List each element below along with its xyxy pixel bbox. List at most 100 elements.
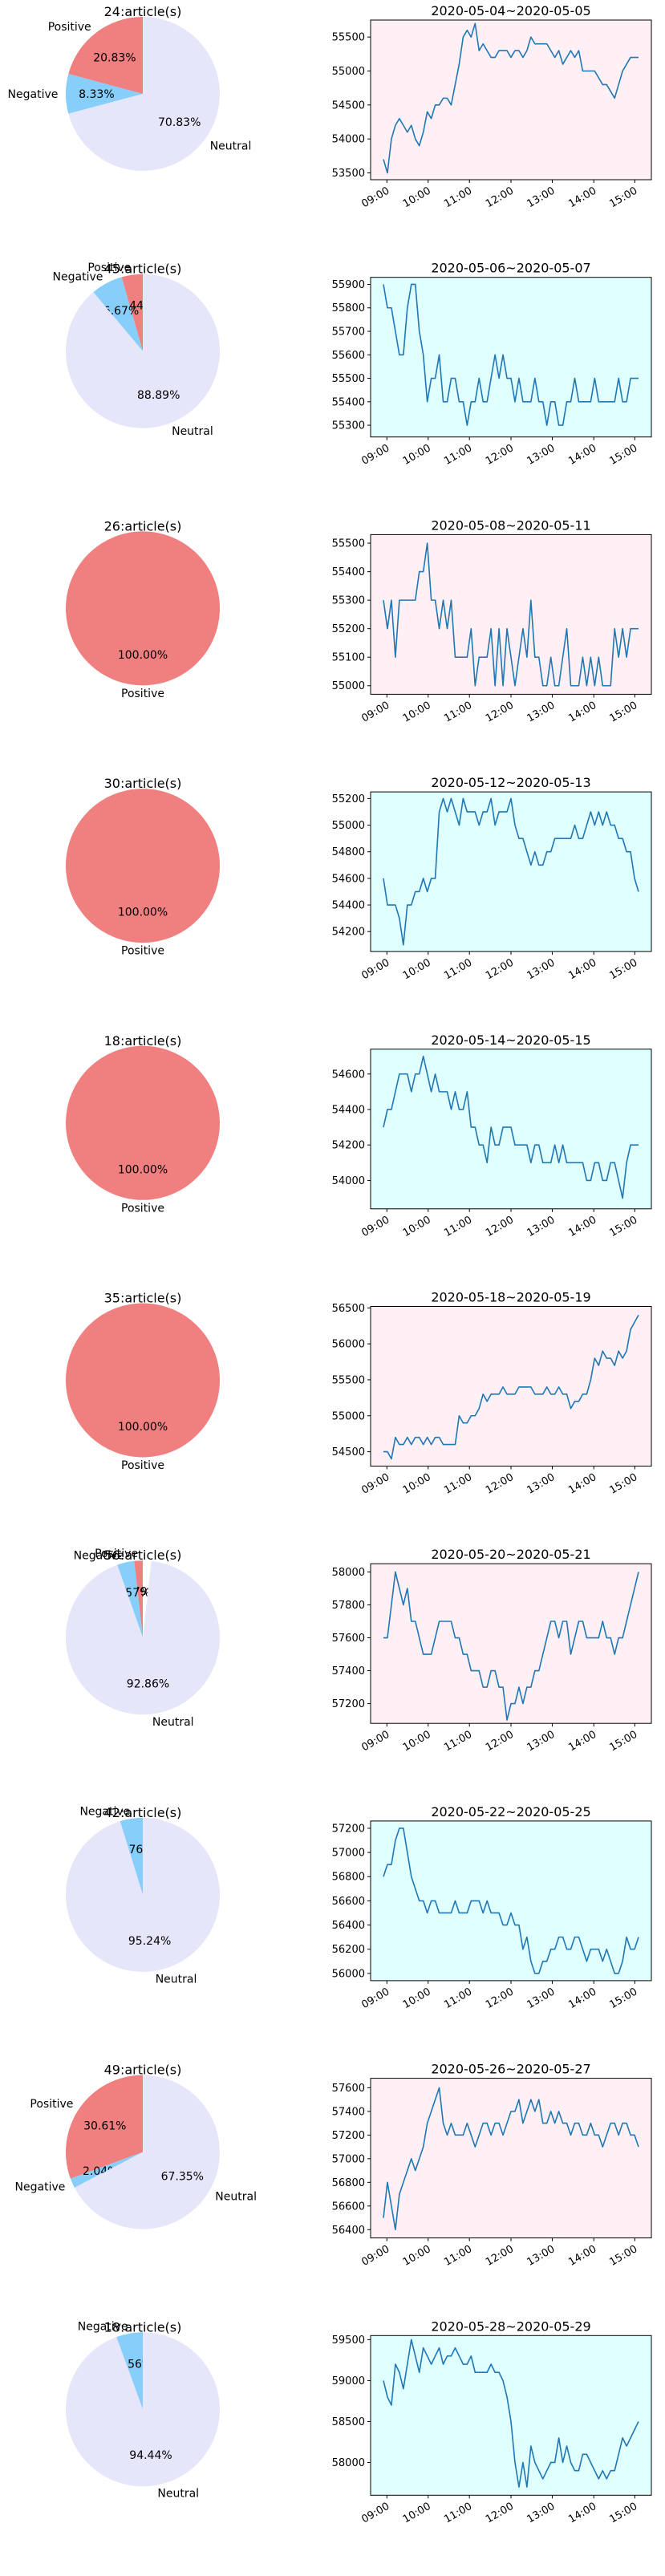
y-tick-label: 54200: [332, 927, 365, 939]
x-tick-label: 12:00: [484, 1471, 516, 1497]
y-tick-label: 55500: [332, 1374, 365, 1386]
y-tick-label: 53500: [332, 168, 365, 180]
y-tick-label: 55600: [332, 350, 365, 362]
pie-pct-label: 92.86%: [127, 1677, 169, 1690]
x-tick-label: 12:00: [484, 957, 516, 983]
y-tick-label: 55700: [332, 327, 365, 339]
price-series-line: [383, 1828, 639, 1974]
pie-chart: 56:article(s)1.79%Positive3.57%Negative9…: [65, 1548, 220, 1729]
y-tick-label: 57400: [332, 1665, 365, 1677]
pie-pct-label: 100.00%: [118, 649, 168, 662]
x-tick-label: 10:00: [401, 1986, 433, 2011]
pie-pct-label: 94.44%: [129, 2449, 172, 2462]
line-chart: 2020-05-14~2020-05-15 54000 54200 54400 5460…: [332, 1032, 652, 1239]
x-tick-label: 14:00: [566, 185, 598, 210]
pie-label-negative: Negative: [78, 2320, 128, 2333]
y-tick-label: 56400: [332, 1920, 365, 1932]
pie-title: 42:article(s): [104, 1805, 182, 1820]
line-title: 2020-05-14~2020-05-15: [431, 1032, 590, 1048]
x-tick-label: 09:00: [359, 2243, 391, 2269]
pie-chart: 26:article(s) 100.00% Positive: [66, 518, 220, 700]
price-series-line: [383, 22, 639, 174]
x-tick-label: 15:00: [607, 700, 639, 725]
x-tick-label: 11:00: [442, 1986, 474, 2011]
y-tick-label: 55200: [332, 623, 365, 635]
y-tick-label: 54500: [332, 1446, 365, 1458]
x-tick-label: 11:00: [442, 700, 474, 725]
x-tick-label: 09:00: [359, 2501, 391, 2526]
pie-label-neutral: Neutral: [156, 1973, 197, 1986]
pie-label-neutral: Neutral: [152, 1716, 194, 1729]
pie-pct-label: 8.33%: [79, 88, 114, 101]
x-tick-label: 13:00: [525, 700, 558, 725]
pie-title: 18:article(s): [104, 2319, 182, 2335]
x-tick-label: 13:00: [525, 442, 558, 468]
x-tick-label: 09:00: [359, 442, 391, 468]
y-tick-label: 56400: [332, 2225, 365, 2237]
y-tick-label: 58000: [332, 1567, 365, 1579]
pie-chart: 35:article(s) 100.00% Positive: [66, 1291, 220, 1472]
y-tick-label: 55500: [332, 32, 365, 44]
price-series-line: [383, 1314, 639, 1460]
x-tick-label: 10:00: [401, 1729, 433, 1755]
pie-label-positive: Positive: [121, 945, 164, 958]
line-chart: 2020-05-18~2020-05-19 54500 55000 55500 5600…: [332, 1290, 652, 1497]
y-tick-label: 56800: [332, 2177, 365, 2189]
pie-title: 26:article(s): [104, 518, 182, 533]
line-chart: 2020-05-20~2020-05-21 57200 57400 57600 5780…: [332, 1547, 652, 1755]
pie-title: 18:article(s): [104, 1033, 182, 1049]
plot-frame: [370, 1563, 652, 1724]
pie-slice-neutral: [74, 2075, 221, 2229]
y-tick-label: 54200: [332, 1140, 365, 1152]
pie-slice-negative: [120, 1817, 143, 1895]
pie-label-negative: Negative: [8, 88, 59, 101]
price-series-line: [383, 797, 639, 946]
y-tick-label: 55800: [332, 302, 365, 314]
x-tick-label: 12:00: [484, 1986, 516, 2011]
pie-pct-label: 100.00%: [118, 1163, 168, 1176]
pie-pct-label: 100.00%: [118, 907, 168, 919]
x-tick-label: 11:00: [442, 1729, 474, 1755]
x-tick-label: 13:00: [525, 2501, 558, 2526]
y-tick-label: 54500: [332, 99, 365, 112]
x-tick-label: 15:00: [607, 2243, 639, 2269]
pie-chart: 18:article(s) 100.00% Positive: [66, 1033, 220, 1215]
y-tick-label: 56800: [332, 1872, 365, 1884]
x-tick-label: 14:00: [566, 700, 598, 725]
pie-label-positive: Positive: [121, 688, 164, 700]
pie-slice-negative: [66, 74, 143, 114]
x-tick-label: 13:00: [525, 2243, 558, 2269]
y-tick-label: 57600: [332, 1633, 365, 1645]
x-tick-label: 14:00: [566, 1729, 598, 1755]
pie-label-positive: Positive: [48, 21, 91, 34]
price-series-line: [383, 283, 639, 426]
pie-chart: 49:article(s)30.61%Positive2.04%Negative…: [15, 2063, 257, 2229]
y-tick-label: 55000: [332, 66, 365, 78]
x-tick-label: 11:00: [442, 2243, 474, 2269]
y-tick-label: 59000: [332, 2375, 365, 2387]
y-tick-label: 55400: [332, 396, 365, 408]
y-tick-label: 54600: [332, 873, 365, 885]
pie-label-negative: Negative: [79, 1806, 130, 1819]
line-title: 2020-05-20~2020-05-21: [431, 1547, 590, 1562]
x-tick-label: 12:00: [484, 1214, 516, 1239]
x-tick-label: 09:00: [359, 1986, 391, 2011]
plot-background: [371, 1306, 651, 1466]
y-tick-label: 56600: [332, 2201, 365, 2213]
pie-slice-negative: [93, 277, 143, 351]
line-title: 2020-05-04~2020-05-05: [431, 3, 590, 18]
pie-pct-label: 6.67%: [103, 305, 139, 318]
x-tick-label: 12:00: [484, 2501, 516, 2526]
x-tick-label: 09:00: [359, 185, 391, 210]
y-tick-label: 55500: [332, 373, 365, 385]
price-series-line: [383, 2339, 639, 2488]
y-tick-label: 56500: [332, 1303, 365, 1315]
y-tick-label: 57400: [332, 2106, 365, 2118]
pie-title: 45:article(s): [104, 262, 182, 277]
y-tick-label: 57600: [332, 2083, 365, 2095]
plot-frame: [370, 2078, 652, 2239]
x-tick-label: 14:00: [566, 1214, 598, 1239]
pie-slice-negative: [70, 2152, 143, 2188]
